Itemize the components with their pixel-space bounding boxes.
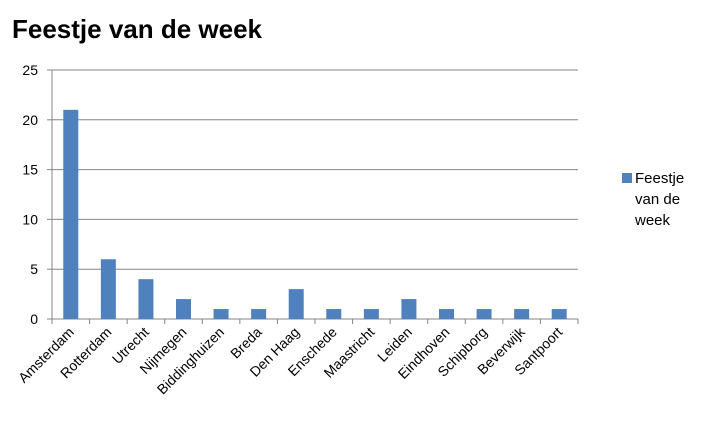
- legend-label: Feestje van de week: [635, 170, 685, 229]
- bar: [100, 259, 116, 319]
- y-tick-label: 10: [22, 211, 38, 227]
- y-tick-label: 5: [30, 261, 38, 277]
- legend-swatch: [622, 173, 632, 183]
- x-tick-label: Biddinghuizen: [154, 324, 228, 398]
- bar: [476, 309, 492, 319]
- bar: [326, 309, 342, 319]
- y-tick-label: 25: [22, 62, 38, 78]
- bar: [363, 309, 379, 319]
- y-tick-label: 0: [30, 311, 38, 327]
- bar: [288, 289, 304, 319]
- bar: [63, 109, 79, 319]
- chart-title: Feestje van de week: [12, 14, 263, 44]
- bar: [138, 279, 154, 319]
- bar: [213, 309, 229, 319]
- bar: [514, 309, 530, 319]
- bar: [251, 309, 267, 319]
- bar: [401, 299, 417, 319]
- y-tick-label: 20: [22, 112, 38, 128]
- bar: [176, 299, 191, 319]
- y-tick-label: 15: [22, 162, 38, 178]
- bar: [439, 309, 454, 319]
- bar: [551, 309, 567, 319]
